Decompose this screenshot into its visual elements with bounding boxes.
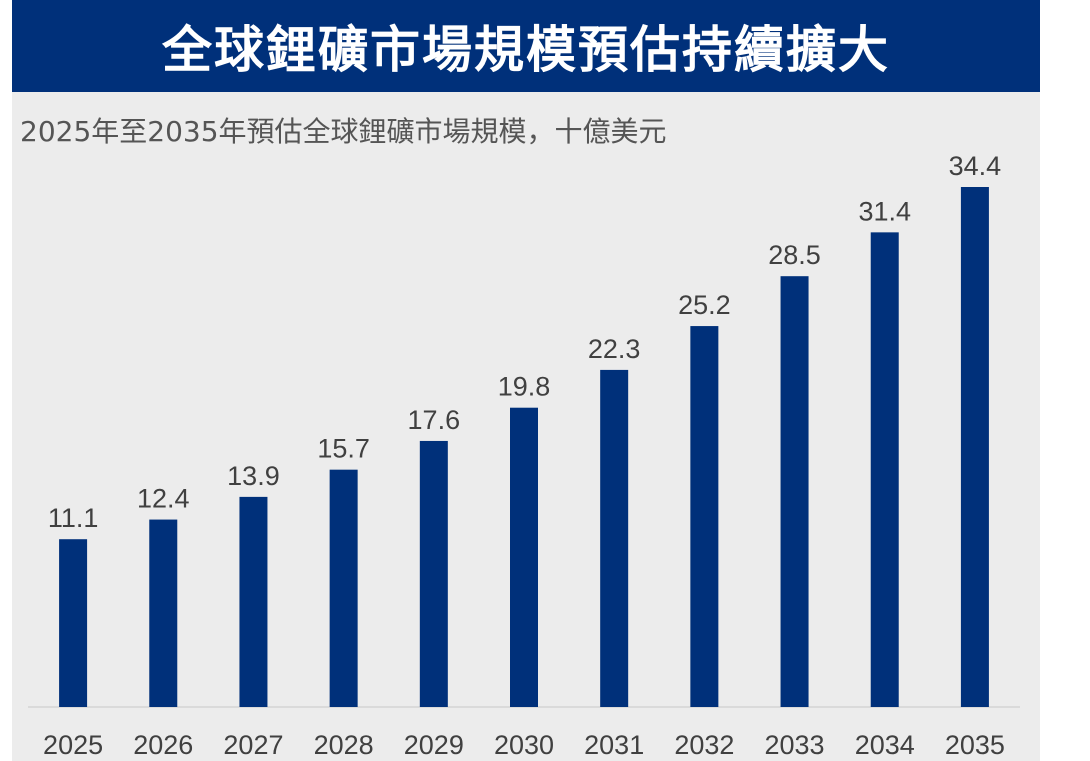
data-label-2031: 22.3 (588, 334, 641, 364)
data-label-2026: 12.4 (137, 484, 190, 514)
chart-area: 2025年至2035年預估全球鋰礦市場規模，十億美元 11.1 2025 12.4 2… (12, 92, 1040, 761)
bar-2026 (149, 519, 178, 707)
data-label-2033: 28.5 (768, 240, 821, 270)
data-label-2029: 17.6 (408, 405, 461, 435)
x-tick-label-2029: 2029 (404, 730, 464, 760)
x-tick-label-2028: 2028 (314, 730, 374, 760)
bar-2033 (780, 276, 809, 707)
chart-subtitle: 2025年至2035年預估全球鋰礦市場規模，十億美元 (20, 115, 667, 148)
x-tick-label-2033: 2033 (765, 730, 825, 760)
bar-2035 (960, 187, 989, 707)
bar-2028 (329, 469, 358, 707)
data-label-2035: 34.4 (949, 151, 1002, 181)
bar-2025 (59, 539, 88, 707)
title-banner: 全球鋰礦市場規模預估持續擴大 (12, 0, 1040, 92)
x-tick-label-2030: 2030 (494, 730, 554, 760)
data-label-2030: 19.8 (498, 372, 551, 402)
x-tick-label-2034: 2034 (855, 730, 915, 760)
data-label-2032: 25.2 (678, 290, 731, 320)
data-label-2027: 13.9 (227, 461, 280, 491)
bar-2029 (419, 440, 448, 707)
data-label-2025: 11.1 (48, 503, 99, 533)
x-tick-label-2035: 2035 (945, 730, 1005, 760)
data-label-2034: 31.4 (858, 196, 911, 226)
x-tick-label-2026: 2026 (133, 730, 193, 760)
x-tick-label-2032: 2032 (674, 730, 734, 760)
x-tick-label-2031: 2031 (584, 730, 644, 760)
chart-title: 全球鋰礦市場規模預估持續擴大 (162, 21, 890, 79)
bar-2027 (239, 496, 268, 707)
bar-chart: 11.1 2025 12.4 2026 13.9 2027 15.7 2028 17.6 2029… (28, 151, 1020, 760)
bar-2031 (600, 369, 629, 707)
data-label-2028: 15.7 (317, 434, 370, 464)
bar-2030 (510, 407, 538, 707)
x-tick-label-2025: 2025 (43, 730, 103, 760)
bar-2034 (870, 232, 899, 707)
bar-2032 (690, 326, 719, 707)
x-tick-label-2027: 2027 (223, 730, 283, 760)
